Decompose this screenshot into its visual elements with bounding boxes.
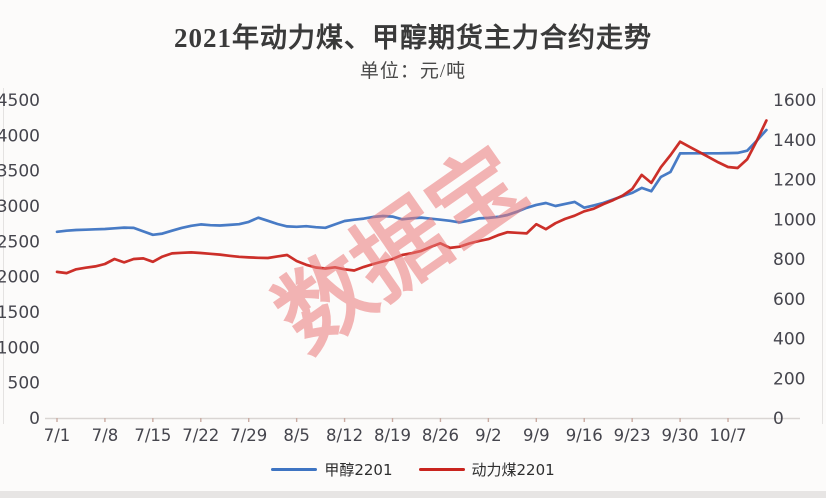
- x-axis-label: 8/26: [422, 426, 459, 445]
- bottom-edge-strip: [0, 491, 826, 498]
- left-axis-label: 2500: [0, 232, 40, 252]
- left-axis-label: 4000: [0, 126, 40, 146]
- methanol-price-line: [55, 128, 768, 237]
- chart-subtitle: 单位：元/吨: [359, 61, 467, 82]
- right-axis-label: 1200: [773, 171, 816, 191]
- right-axis-label: 200: [773, 369, 805, 389]
- x-axis-label: 8/5: [283, 426, 310, 445]
- left-axis-label: 2000: [0, 268, 40, 288]
- chart-legend: 甲醇2201 动力煤2201: [0, 459, 826, 480]
- right-axis-label: 600: [773, 290, 805, 310]
- left-axis-label: 1500: [0, 303, 40, 323]
- left-axis-label: 1000: [0, 338, 40, 358]
- legend-item-methanol: 甲醇2201: [271, 459, 393, 480]
- chart-title: 2021年动力煤、甲醇期货主力合约走势: [174, 23, 652, 53]
- x-axis-label: 7/22: [182, 426, 219, 445]
- x-axis-label: 7/8: [92, 426, 119, 445]
- x-axis-label: 7/29: [230, 426, 267, 445]
- legend-label-methanol: 甲醇2201: [324, 461, 393, 479]
- x-axis-label: 10/7: [709, 426, 746, 445]
- x-axis-label: 7/15: [134, 426, 171, 445]
- left-axis-label: 3500: [0, 162, 40, 182]
- x-axis-label: 9/2: [475, 426, 502, 445]
- coal-line-swatch: [418, 468, 465, 471]
- x-axis-label: 9/23: [614, 426, 651, 445]
- x-axis-label: 9/9: [523, 426, 550, 445]
- x-axis-label: 7/1: [44, 426, 71, 445]
- x-axis-label: 9/16: [566, 426, 603, 445]
- right-axis-label: 1600: [773, 91, 816, 111]
- left-axis-label: 0: [29, 409, 40, 429]
- x-axis-label: 8/19: [374, 426, 411, 445]
- right-axis-label: 800: [773, 250, 805, 270]
- right-axis-label: 400: [773, 330, 805, 350]
- left-axis-label: 4500: [0, 91, 40, 111]
- right-axis-label: 1000: [773, 210, 816, 230]
- legend-item-coal: 动力煤2201: [418, 459, 555, 480]
- legend-label-coal: 动力煤2201: [471, 461, 555, 479]
- right-axis-label: 0: [773, 409, 784, 429]
- x-axis-label: 8/12: [326, 426, 363, 445]
- left-axis-label: 500: [8, 374, 40, 394]
- coal-price-line: [55, 119, 768, 275]
- left-axis-label: 3000: [0, 197, 40, 217]
- methanol-line-swatch: [271, 468, 318, 471]
- x-axis-label: 9/30: [662, 426, 699, 445]
- right-axis-label: 1400: [773, 131, 816, 151]
